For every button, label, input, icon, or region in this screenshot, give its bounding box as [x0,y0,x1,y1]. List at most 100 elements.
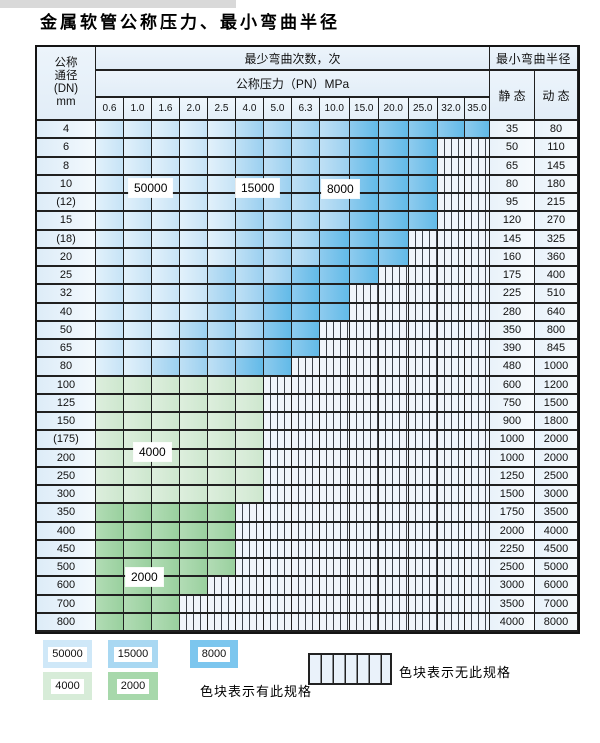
spec-cell [408,522,438,541]
spec-cell [96,522,124,541]
spec-cell [236,194,264,213]
spec-cell [264,321,292,340]
spec-cell [408,449,438,468]
spec-cell [152,358,180,377]
spec-cell [379,248,409,267]
dynamic-radius-cell: 1200 [535,376,578,395]
spec-cell [408,358,438,377]
spec-cell [379,194,409,213]
spec-cell [180,522,208,541]
spec-cell [264,394,292,413]
spec-cell [320,413,350,432]
static-radius-cell: 1250 [490,467,535,486]
cycles-value-label: 50000 [129,179,173,197]
spec-cell [264,267,292,286]
spec-cell [264,285,292,304]
legend-swatch-8000: 8000 [190,640,238,668]
spec-cell [408,267,438,286]
spec-cell [180,595,208,614]
spec-cell [379,340,409,359]
static-radius-cell: 600 [490,376,535,395]
spec-cell [180,504,208,523]
spec-cell [438,559,465,578]
spec-cell [379,376,409,395]
spec-cell [292,613,320,632]
spec-cell [236,248,264,267]
spec-cell [264,540,292,559]
spec-cell [236,540,264,559]
spec-cell [124,486,152,505]
spec-cell [124,413,152,432]
spec-cell [292,394,320,413]
spec-cell [152,394,180,413]
spec-cell [349,303,379,322]
cycles-value-label: 8000 [322,180,359,198]
dn-cell: 15 [37,212,96,231]
spec-cell [292,157,320,176]
dynamic-radius-cell: 2500 [535,467,578,486]
spec-cell [292,486,320,505]
spec-cell [264,358,292,377]
spec-cell [379,121,409,140]
spec-cell [438,486,465,505]
dynamic-radius-cell: 8000 [535,613,578,632]
spec-cell [124,230,152,249]
spec-cell [465,504,490,523]
dn-cell: (12) [37,194,96,213]
spec-cell [96,285,124,304]
dn-cell: 25 [37,267,96,286]
dn-cell: 4 [37,121,96,140]
dynamic-radius-cell: 4500 [535,540,578,559]
spec-cell [264,194,292,213]
dn-cell: 150 [37,413,96,432]
dn-cell: 350 [37,504,96,523]
spec-cell [208,431,236,450]
spec-cell [349,504,379,523]
spec-cell [320,449,350,468]
spec-cell [236,431,264,450]
spec-cell [349,376,379,395]
spec-cell [320,358,350,377]
spec-cell [152,413,180,432]
spec-cell [408,321,438,340]
spec-cell [408,486,438,505]
spec-cell [124,340,152,359]
pressure-value-header: 2.0 [180,98,208,121]
spec-cell [408,394,438,413]
spec-cell [96,121,124,140]
col-header-static: 静 态 [490,71,535,121]
spec-cell [96,504,124,523]
spec-cell [379,577,409,596]
col-header-dn: 公称 通径 (DN) mm [37,47,96,121]
spec-cell [208,413,236,432]
spec-cell [180,321,208,340]
spec-cell [124,285,152,304]
legend-swatch-50000: 50000 [43,640,92,668]
spec-cell [349,613,379,632]
spec-cell [438,285,465,304]
spec-cell [292,139,320,158]
pressure-value-header: 20.0 [379,98,409,121]
dynamic-radius-cell: 640 [535,303,578,322]
top-gray-strip [0,0,236,8]
pressure-value-header: 25.0 [408,98,438,121]
dn-cell: 600 [37,577,96,596]
dn-cell: 40 [37,303,96,322]
spec-cell [208,559,236,578]
spec-cell [408,248,438,267]
spec-cell [349,212,379,231]
spec-cell [438,413,465,432]
spec-cell [208,303,236,322]
spec-cell [320,522,350,541]
spec-cell [152,194,180,213]
dn-cell: 8 [37,157,96,176]
spec-cell [180,212,208,231]
spec-cell [349,194,379,213]
spec-cell [408,504,438,523]
spec-cell [379,486,409,505]
spec-cell [465,230,490,249]
spec-cell [124,303,152,322]
spec-cell [379,230,409,249]
col-header-bend-cycles: 最少弯曲次数，次 [96,47,490,71]
